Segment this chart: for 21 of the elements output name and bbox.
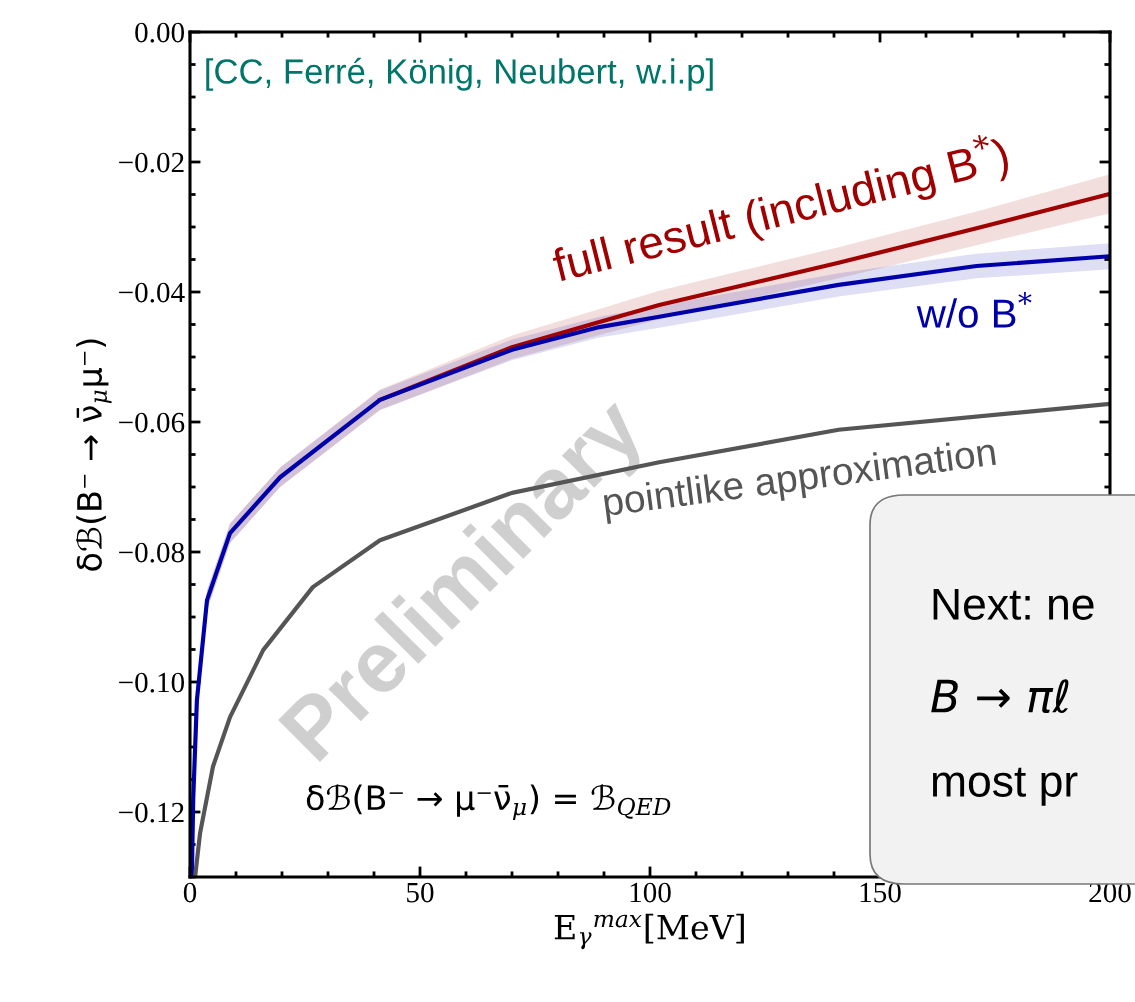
y-tick-label: −0.12 [119,802,184,823]
x-tick-label: 150 [860,882,901,903]
annotation: Next: ne [933,588,1094,620]
y-tick-label: −0.10 [119,672,185,693]
x-axis-title: E$_{γ}$$^{max}$[MeV] [554,913,744,950]
annotation: δℬ(B⁻ → μ⁻ν̄$_{μ}$) = ℬ$_{QED}$ [306,784,671,820]
annotation: most pr [932,767,1078,806]
x-tick-label: 100 [630,882,671,903]
annotation: B → πℓ [931,679,1069,714]
y-tick-label: −0.06 [119,412,185,433]
series-label: w/o B$^{*}$ [916,291,1032,328]
text: full result (including B$^{*}$) [548,130,1013,291]
x-tick-label: 50 [407,882,434,903]
y-tick-label: 0.00 [135,22,185,43]
y-tick-label: −0.08 [119,542,185,563]
line-series [192,401,1110,877]
annotation: [CC, Ferré, König, Neubert, w.i.p] [206,57,713,91]
y-tick-label: −0.02 [119,152,184,173]
x-tick-label: 0 [183,882,197,903]
y-axis-title: δℬ(B⁻ → ν̄$_{μ}$μ⁻) [75,339,112,571]
y-tick-label: −0.04 [119,282,185,303]
